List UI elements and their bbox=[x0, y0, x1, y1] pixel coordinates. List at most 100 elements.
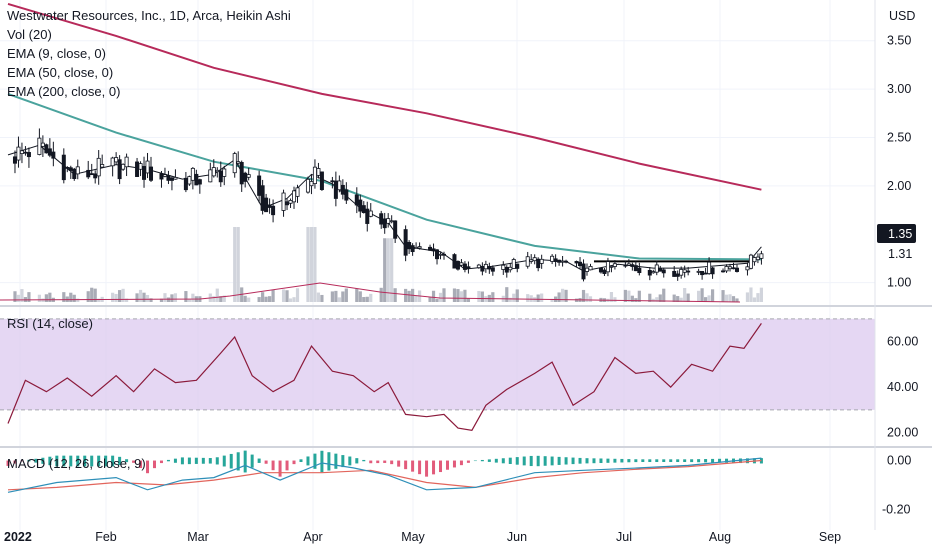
volume-bar bbox=[585, 293, 589, 302]
candle-body bbox=[135, 161, 140, 177]
macd-histogram-bar bbox=[111, 455, 115, 467]
candle-body bbox=[459, 262, 464, 266]
volume-bar bbox=[90, 287, 94, 302]
volume-bar bbox=[163, 293, 167, 302]
macd-legend[interactable]: MACD (12, 26, close, 9) bbox=[7, 456, 146, 471]
vol-legend[interactable]: Vol (20) bbox=[7, 27, 52, 42]
candle-body bbox=[267, 204, 272, 208]
candle-body bbox=[319, 171, 324, 191]
rsi-tick-1: 40.00 bbox=[887, 380, 918, 394]
candle-body bbox=[344, 189, 349, 201]
volume-bar bbox=[358, 291, 362, 302]
macd-histogram-bar bbox=[683, 459, 687, 463]
candle-body bbox=[295, 187, 300, 197]
macd-histogram-bar bbox=[480, 459, 484, 462]
ema50-legend[interactable]: EMA (50, close, 0) bbox=[7, 65, 114, 80]
candle-body bbox=[703, 272, 708, 275]
candle-body bbox=[75, 166, 80, 175]
macd-histogram-bar bbox=[104, 455, 108, 467]
candle-body bbox=[208, 169, 213, 183]
candle-body bbox=[232, 153, 237, 174]
volume-bar bbox=[724, 294, 729, 302]
pane-separators[interactable] bbox=[0, 0, 932, 530]
candle-body bbox=[476, 264, 481, 269]
macd-histogram-bar bbox=[397, 460, 401, 467]
macd-histogram-bar bbox=[725, 458, 729, 463]
macd-histogram-bar bbox=[125, 459, 129, 463]
volume-bar bbox=[550, 298, 554, 302]
macd-histogram-bar bbox=[55, 455, 59, 467]
macd-histogram-bar bbox=[146, 460, 150, 474]
volume-bar bbox=[630, 295, 634, 302]
volume-bar bbox=[362, 297, 366, 302]
macd-histogram-bar bbox=[27, 459, 31, 462]
volume-bar bbox=[149, 298, 153, 302]
x-tick-7: Aug bbox=[709, 530, 731, 544]
macd-histogram-bar bbox=[250, 454, 254, 468]
macd-histogram-bar bbox=[550, 456, 554, 466]
macd-histogram-bar bbox=[285, 460, 289, 471]
macd-histogram-bar bbox=[118, 456, 122, 465]
main-legend: Westwater Resources, Inc., 1D, Arca, Hei… bbox=[7, 6, 291, 101]
candle-body bbox=[483, 263, 488, 270]
macd-histogram-bar bbox=[543, 456, 547, 466]
macd-histogram-bar bbox=[229, 453, 233, 469]
macd-histogram-bar bbox=[585, 458, 589, 464]
macd-histogram-bar bbox=[159, 460, 163, 464]
volume-bar bbox=[62, 292, 66, 302]
rsi-legend[interactable]: RSI (14, close) bbox=[7, 316, 93, 331]
candle-body bbox=[162, 174, 167, 177]
candle-body bbox=[236, 161, 241, 164]
volume-bar bbox=[560, 288, 565, 302]
macd-histogram-bar bbox=[634, 459, 638, 463]
symbol-title[interactable]: Westwater Resources, Inc., 1D, Arca, Hei… bbox=[7, 8, 291, 23]
candle-body bbox=[515, 263, 520, 269]
candle-body bbox=[257, 175, 262, 196]
macd-histogram-bar bbox=[97, 455, 101, 467]
candle-body bbox=[602, 269, 607, 274]
candle-body bbox=[124, 156, 129, 168]
macd-histogram-bar bbox=[529, 455, 533, 467]
price-tick-3: 2.00 bbox=[887, 179, 911, 193]
candle-body bbox=[462, 263, 467, 270]
candle-body bbox=[93, 173, 98, 179]
volume-bar bbox=[463, 289, 467, 302]
volume-bar bbox=[672, 294, 676, 302]
candle-body bbox=[529, 259, 534, 262]
volume-bar bbox=[121, 288, 125, 302]
candle-body bbox=[354, 194, 359, 206]
candle-body bbox=[138, 163, 143, 170]
candle-body bbox=[26, 152, 31, 158]
candle-body bbox=[560, 260, 565, 263]
macd-histogram-bar bbox=[320, 450, 324, 473]
candlesticks[interactable] bbox=[12, 128, 764, 282]
volume-bar bbox=[86, 291, 90, 302]
volume-bar bbox=[679, 297, 683, 302]
candle-body bbox=[393, 220, 398, 239]
ema9-legend[interactable]: EMA (9, close, 0) bbox=[7, 46, 106, 61]
volume-bar bbox=[187, 298, 191, 302]
candle-body bbox=[309, 181, 314, 187]
volume-bar bbox=[728, 294, 732, 302]
macd-histogram-bar bbox=[522, 456, 526, 466]
candle-body bbox=[358, 199, 363, 212]
candle-body bbox=[612, 263, 617, 267]
candle-body bbox=[110, 157, 115, 167]
volume-bar bbox=[27, 292, 31, 302]
ema200-legend[interactable]: EMA (200, close, 0) bbox=[7, 84, 121, 99]
macd-histogram-bar bbox=[132, 460, 136, 463]
candle-body bbox=[605, 261, 610, 273]
macd-pane bbox=[6, 450, 763, 493]
volume-bar bbox=[285, 290, 289, 302]
candle-body bbox=[748, 254, 753, 269]
x-tick-2: Mar bbox=[187, 530, 209, 544]
candle-body bbox=[316, 168, 321, 176]
volume-bar bbox=[124, 298, 129, 302]
macd-histogram-bar bbox=[404, 460, 408, 470]
macd-histogram-bar bbox=[466, 460, 470, 463]
macd-histogram-bar bbox=[292, 460, 296, 465]
volume-bar bbox=[508, 297, 512, 302]
candle-body bbox=[389, 220, 394, 223]
macd-histogram-bar bbox=[69, 455, 73, 467]
